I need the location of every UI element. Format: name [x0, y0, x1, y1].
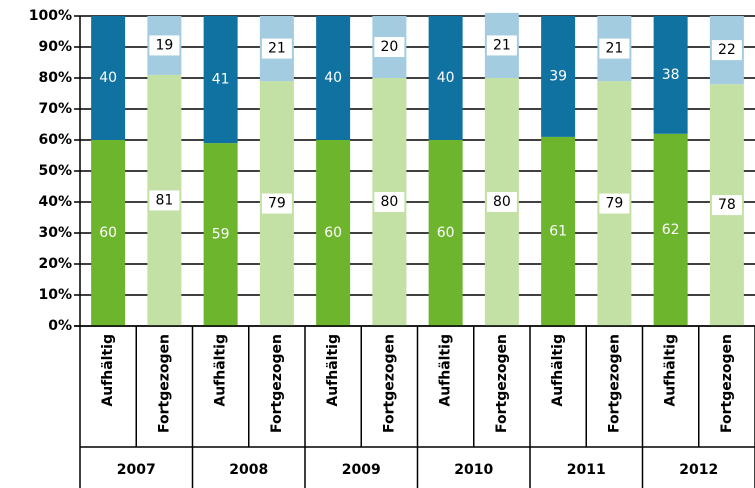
- x-tick-label: Fortgezogen: [269, 334, 285, 433]
- y-tick-label: 50%: [38, 163, 72, 179]
- y-tick-label: 30%: [38, 225, 72, 241]
- data-label: 79: [268, 196, 286, 212]
- bar-segment: [203, 143, 238, 326]
- y-tick-label: 80%: [38, 70, 72, 86]
- data-label: 22: [718, 42, 736, 58]
- bar-segment: [91, 140, 126, 326]
- x-tick-label: Fortgezogen: [156, 334, 172, 433]
- data-label-bg: [486, 35, 517, 56]
- bar-segment: [428, 16, 463, 140]
- data-label: 40: [324, 70, 342, 86]
- data-label: 20: [380, 39, 398, 55]
- group-label: 2010: [454, 462, 493, 478]
- bar-segment: [428, 140, 463, 326]
- data-label: 78: [718, 197, 736, 213]
- group-label: 2007: [117, 462, 156, 478]
- data-label-bg: [149, 35, 180, 56]
- bar-segment: [203, 16, 238, 144]
- x-tick-label: Aufhältig: [213, 334, 229, 407]
- data-label: 19: [155, 37, 173, 53]
- data-label: 21: [268, 41, 286, 57]
- y-tick-label: 100%: [29, 8, 72, 24]
- group-label: 2011: [567, 462, 606, 478]
- data-label-bg: [261, 193, 292, 214]
- data-label: 80: [493, 194, 511, 210]
- y-tick-label: 40%: [38, 194, 72, 210]
- bar-segment: [541, 16, 576, 137]
- data-label-bg: [261, 38, 292, 59]
- data-label: 80: [380, 194, 398, 210]
- data-label-bg: [599, 38, 630, 59]
- y-tick-label: 0%: [48, 318, 72, 334]
- y-tick-label: 20%: [38, 256, 72, 272]
- y-tick-label: 90%: [38, 39, 72, 55]
- data-label-bg: [711, 40, 742, 61]
- data-label-bg: [149, 190, 180, 211]
- data-label-bg: [711, 195, 742, 216]
- bar-segment: [541, 136, 576, 326]
- bar-segment: [653, 16, 688, 134]
- data-label: 40: [437, 70, 455, 86]
- x-tick-label: Aufhältig: [100, 334, 116, 407]
- data-label-bg: [374, 37, 405, 57]
- x-tick-label: Fortgezogen: [606, 334, 622, 433]
- x-tick-label: Fortgezogen: [381, 334, 397, 433]
- y-tick-label: 10%: [38, 287, 72, 303]
- grid: [74, 15, 755, 327]
- data-label: 60: [99, 225, 117, 241]
- data-label: 61: [549, 223, 567, 239]
- x-tick-label: Aufhältig: [550, 334, 566, 407]
- data-label: 81: [155, 192, 173, 208]
- data-label: 21: [605, 41, 623, 57]
- data-label: 79: [605, 196, 623, 212]
- data-label: 41: [212, 72, 230, 88]
- data-label: 62: [662, 222, 680, 238]
- data-label: 38: [662, 67, 680, 83]
- group-label: 2012: [679, 462, 718, 478]
- bar-segment: [653, 133, 688, 326]
- x-tick-label: Fortgezogen: [719, 334, 735, 433]
- group-label: 2008: [229, 462, 268, 478]
- data-label: 60: [437, 225, 455, 241]
- bar-segment: [316, 140, 351, 326]
- data-label: 21: [493, 37, 511, 53]
- y-tick-label: 60%: [38, 132, 72, 148]
- x-tick-label: Aufhältig: [663, 334, 679, 407]
- x-tick-label: Aufhältig: [438, 334, 454, 407]
- data-label: 60: [324, 225, 342, 241]
- y-tick-label: 70%: [38, 101, 72, 117]
- group-label: 2009: [342, 462, 381, 478]
- data-label: 40: [99, 70, 117, 86]
- x-tick-label: Aufhältig: [325, 334, 341, 407]
- x-tick-label: Fortgezogen: [494, 334, 510, 433]
- data-label-bg: [374, 192, 405, 212]
- data-label: 59: [212, 227, 230, 243]
- data-label: 39: [549, 68, 567, 84]
- bar-segment: [316, 16, 351, 140]
- data-label-bg: [486, 192, 517, 212]
- data-label-bg: [599, 193, 630, 214]
- bar-segment: [91, 16, 126, 140]
